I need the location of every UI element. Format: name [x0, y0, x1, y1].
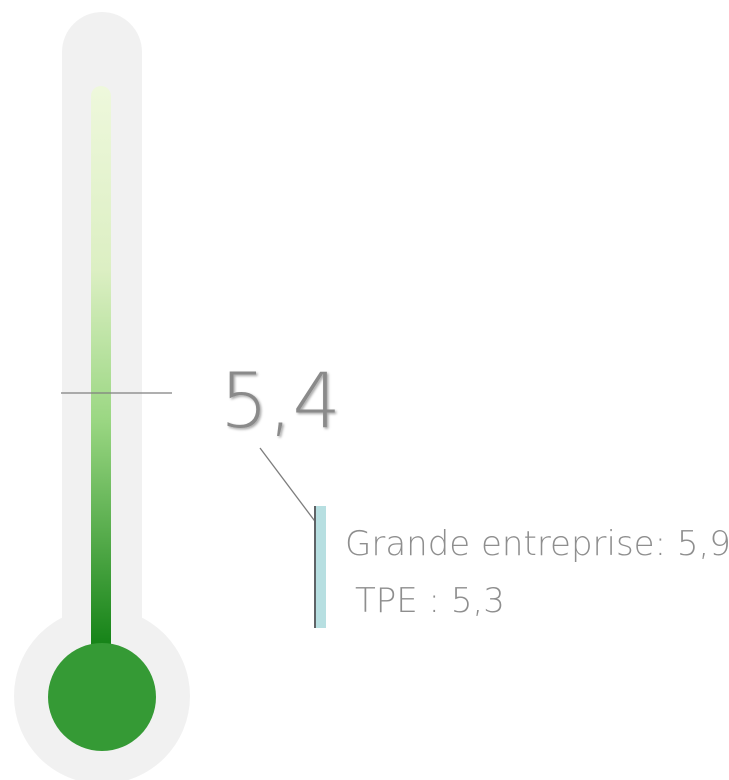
comparison-bracket-bar	[316, 506, 326, 628]
connector-line	[259, 447, 318, 525]
comparison-bracket-edge	[314, 506, 317, 628]
value-label: 5,4	[220, 356, 341, 445]
comparison-label-2: TPE : 5,3	[355, 581, 505, 621]
thermometer-bulb	[48, 643, 156, 751]
mercury-fill	[91, 86, 111, 661]
comparison-label-1: Grande entreprise: 5,9	[345, 524, 729, 564]
